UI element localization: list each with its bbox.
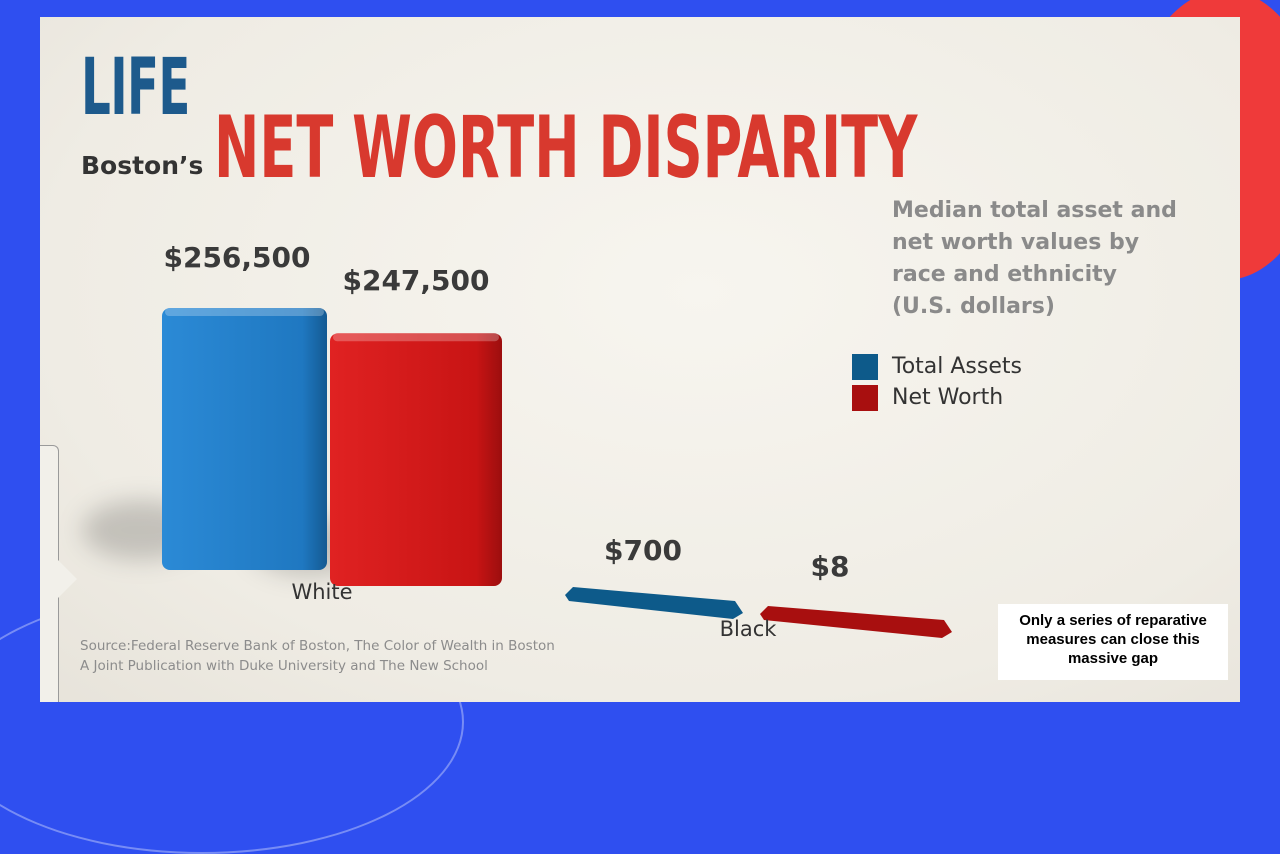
value-label: $256,500 xyxy=(163,241,310,274)
bar-black-net-worth xyxy=(760,606,952,638)
value-label: $8 xyxy=(811,550,850,583)
bar-white-total-assets xyxy=(162,308,327,570)
category-label: White xyxy=(291,580,352,604)
bar-black-total-assets xyxy=(565,587,743,619)
chart-subtitle-line: net worth values by xyxy=(892,230,1140,255)
legend-label: Net Worth xyxy=(892,385,1004,410)
slide: LIFE Boston’s NET WORTH DISPARITY Median… xyxy=(40,17,1240,702)
chart-subtitle: Median total asset and net worth values … xyxy=(892,195,1192,323)
category-label: Black xyxy=(720,617,778,641)
bar-top-highlight xyxy=(333,333,499,342)
data-labels: $256,500 $247,500 White $700 $8 Black xyxy=(163,241,849,641)
legend-item-net-worth: Net Worth xyxy=(852,382,1022,413)
source-line: Source:Federal Reserve Bank of Boston, T… xyxy=(80,638,555,654)
source-line: A Joint Publication with Duke University… xyxy=(80,658,488,674)
legend-label: Total Assets xyxy=(892,354,1022,379)
chevron-right-icon xyxy=(57,559,77,599)
value-label: $700 xyxy=(604,534,682,567)
bar-top-highlight xyxy=(165,308,324,316)
chart-subtitle-line: Median total asset and xyxy=(892,198,1177,223)
value-label: $247,500 xyxy=(342,264,489,297)
chart-legend: Total Assets Net Worth xyxy=(852,351,1022,413)
title-prefix: Boston’s xyxy=(81,151,204,180)
bar-white-net-worth xyxy=(330,333,502,586)
chart-subtitle-line: (U.S. dollars) xyxy=(892,294,1055,319)
side-tab-handle[interactable] xyxy=(40,445,77,702)
bars xyxy=(162,308,952,638)
legend-item-total-assets: Total Assets xyxy=(852,351,1022,382)
legend-swatch xyxy=(852,384,878,411)
chart-subtitle-line: race and ethnicity xyxy=(892,262,1117,287)
bar-chart: $256,500 $247,500 White $700 $8 Black xyxy=(82,241,952,641)
source-citation: Source:Federal Reserve Bank of Boston, T… xyxy=(80,636,555,676)
legend-swatch xyxy=(852,353,878,380)
page-title: NET WORTH DISPARITY xyxy=(214,98,918,198)
callout-box: Only a series of reparative measures can… xyxy=(998,604,1228,680)
brand-title: LIFE xyxy=(81,43,190,133)
